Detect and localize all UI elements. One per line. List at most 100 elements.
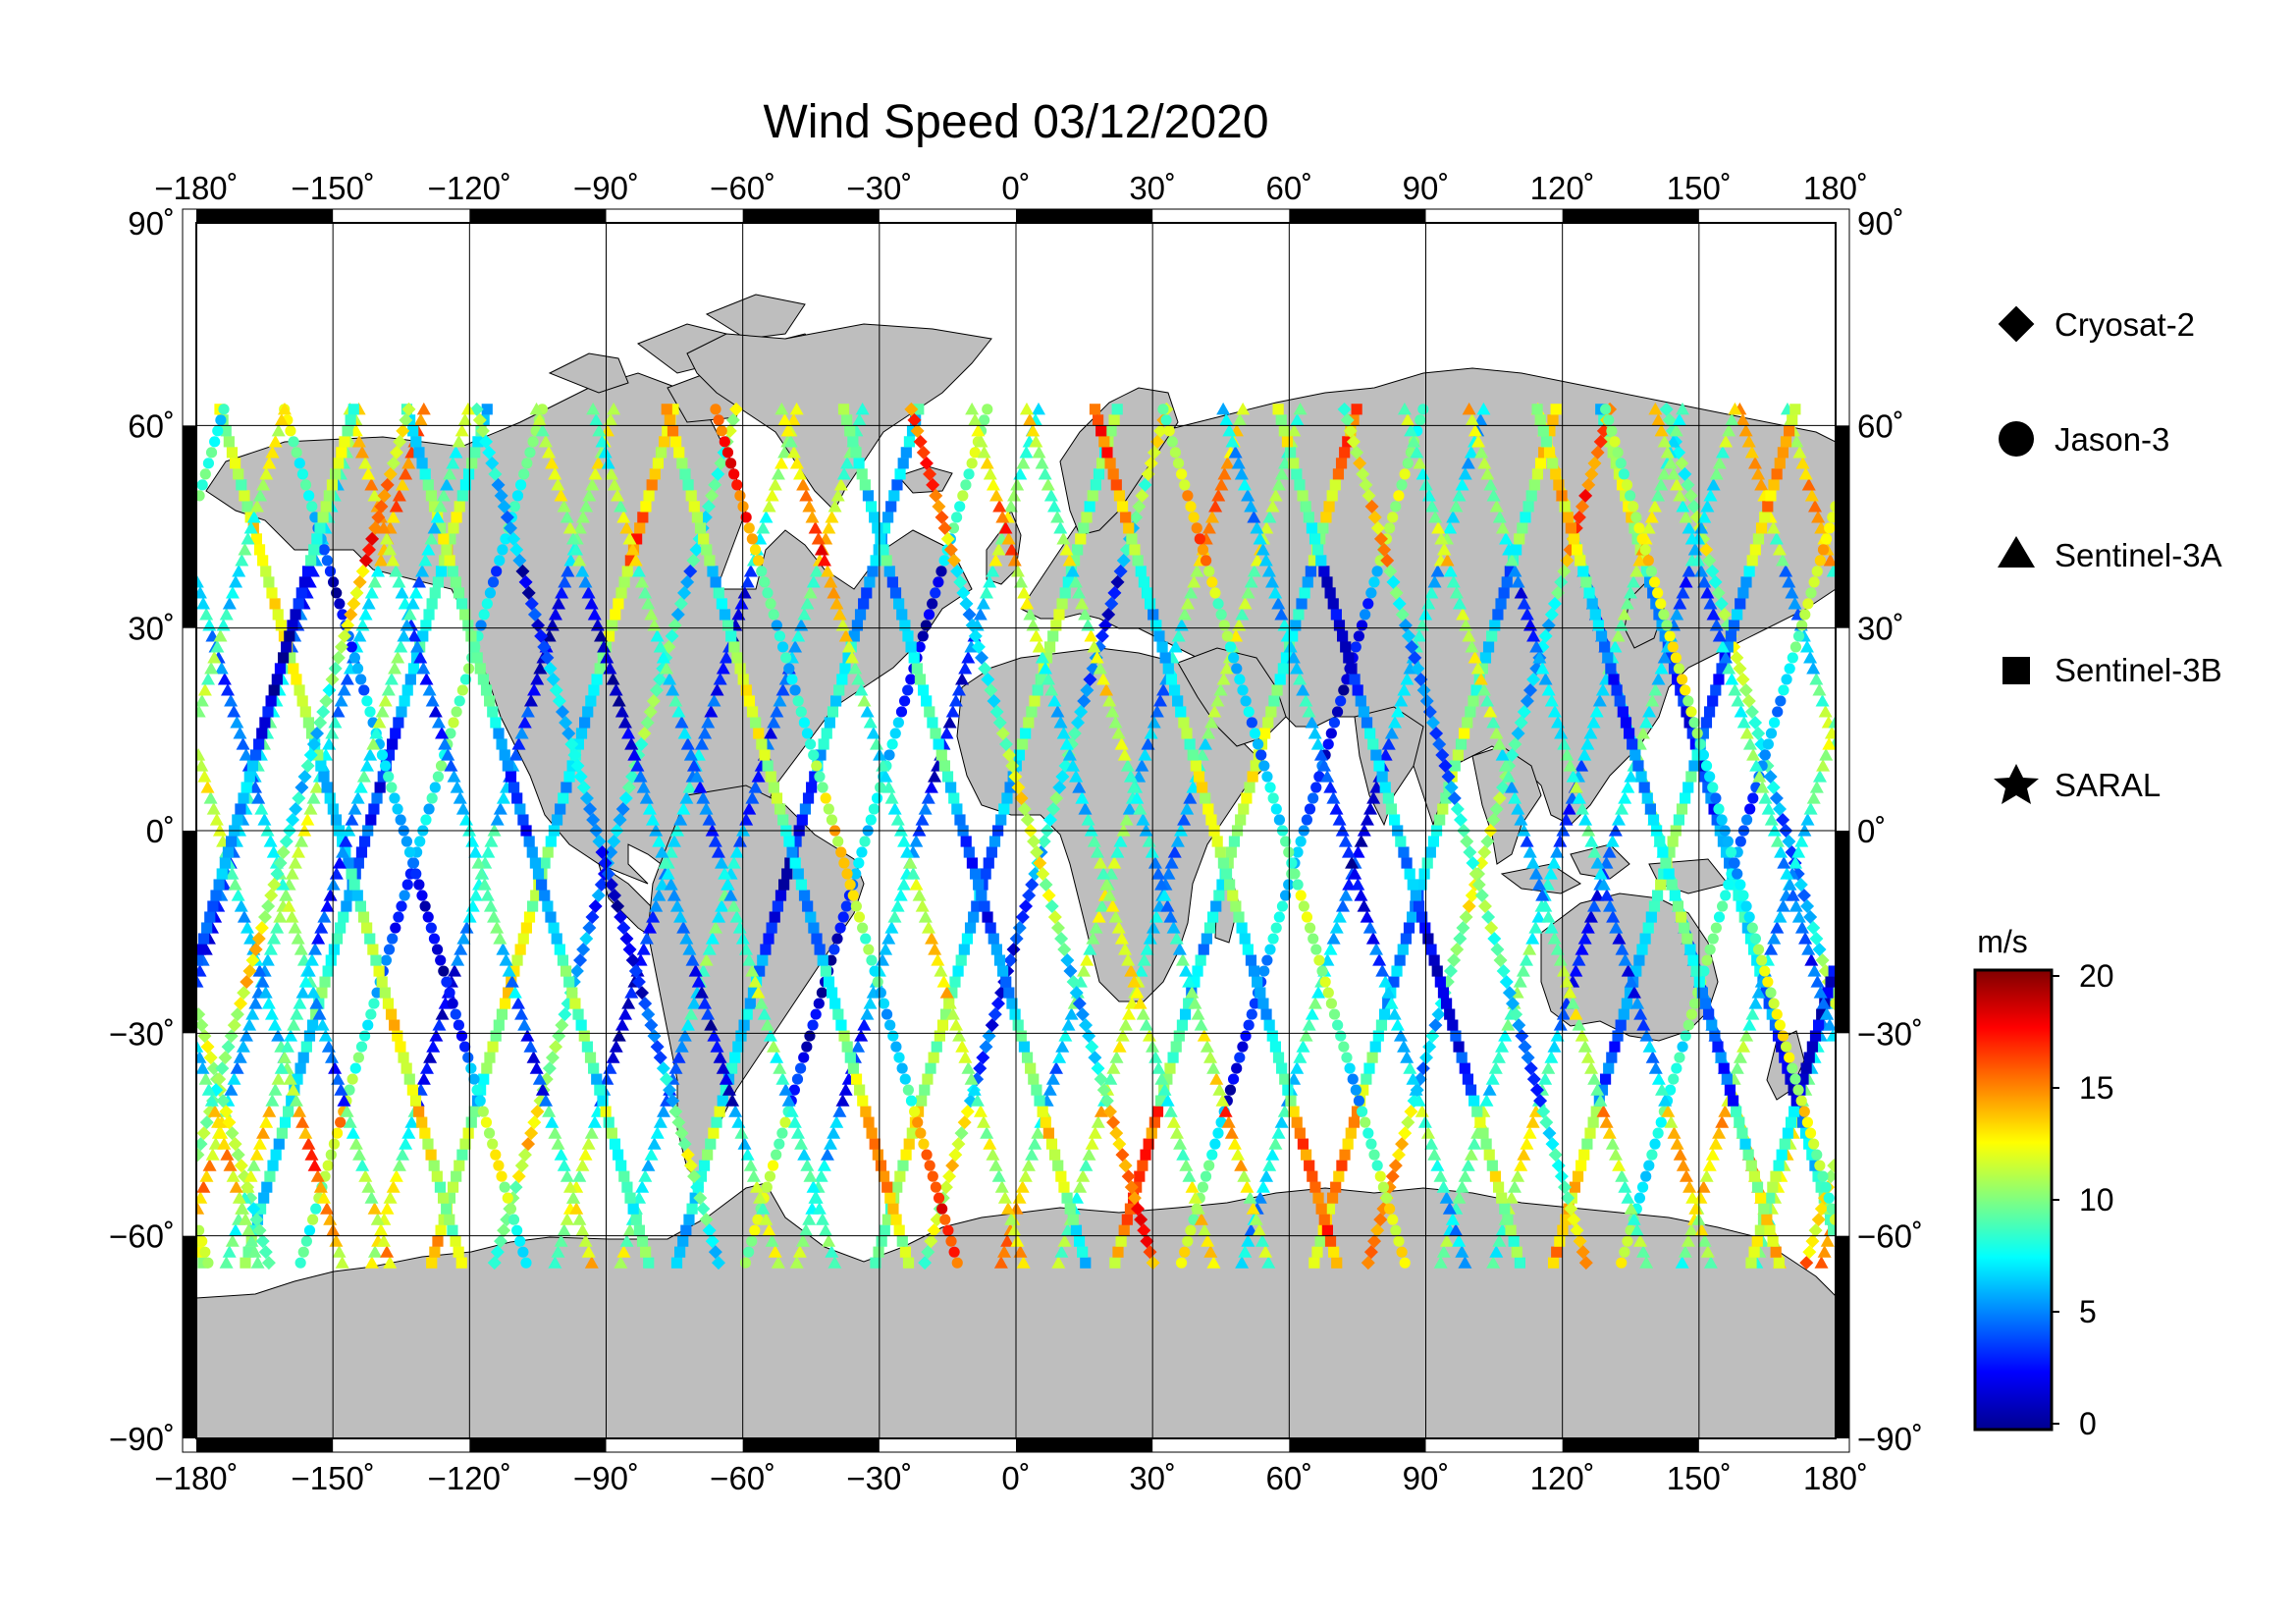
track-point — [975, 650, 989, 665]
track-point — [628, 553, 643, 567]
track-point — [246, 1159, 261, 1171]
track-point — [1606, 1052, 1618, 1063]
track-point — [1627, 986, 1641, 999]
track-point — [1745, 1007, 1760, 1020]
track-point — [1248, 965, 1260, 977]
track-point — [1283, 879, 1295, 891]
track-point — [1041, 672, 1056, 685]
track-point — [1065, 564, 1080, 577]
track-point — [446, 456, 460, 469]
track-point — [399, 466, 413, 480]
track-point — [835, 1019, 847, 1031]
track-point — [204, 911, 216, 923]
track-point — [1446, 574, 1461, 588]
track-point — [1309, 1181, 1321, 1193]
track-point — [1221, 630, 1234, 642]
track-point — [795, 1234, 810, 1247]
track-point — [705, 1234, 720, 1249]
track-point — [597, 639, 612, 653]
track-point — [631, 975, 646, 990]
track-point — [219, 607, 234, 621]
track-point — [1489, 499, 1504, 513]
track-point — [1068, 555, 1081, 567]
track-point — [433, 499, 448, 513]
track-point — [853, 458, 865, 469]
track-point — [1106, 1115, 1121, 1130]
track-point — [1798, 466, 1813, 480]
track-point — [253, 488, 268, 502]
track-point — [1443, 520, 1458, 534]
track-point — [798, 717, 810, 729]
map-grid — [195, 222, 1837, 1439]
track-point — [393, 911, 404, 923]
track-point — [1197, 1029, 1211, 1042]
track-point — [534, 628, 549, 643]
track-point — [1630, 965, 1642, 977]
track-point — [1176, 1148, 1191, 1161]
track-point — [798, 1052, 810, 1063]
track-point — [1575, 1245, 1590, 1260]
track-point — [551, 814, 563, 826]
track-point — [206, 1061, 221, 1076]
track-point — [607, 889, 621, 903]
track-point — [422, 479, 434, 491]
track-point — [1047, 499, 1062, 513]
track-point — [1752, 769, 1767, 783]
track-point — [503, 987, 514, 999]
track-point — [1810, 975, 1825, 988]
track-point — [291, 674, 302, 685]
track-point — [630, 758, 645, 772]
track-point — [1224, 879, 1236, 891]
track-point — [1041, 652, 1053, 664]
track-point — [1719, 650, 1734, 664]
track-point — [1075, 1007, 1090, 1022]
track-point — [989, 488, 1004, 502]
track-point — [1743, 911, 1755, 923]
track-point — [1651, 1072, 1666, 1085]
track-point — [1511, 1169, 1525, 1182]
track-point — [1590, 856, 1605, 869]
track-point — [306, 790, 321, 804]
track-point — [1520, 835, 1534, 847]
track-point — [1666, 434, 1681, 448]
track-point — [447, 998, 458, 1009]
track-point — [1798, 1106, 1810, 1117]
track-point — [1796, 620, 1808, 631]
track-point — [1563, 758, 1577, 772]
track-point — [320, 501, 332, 513]
track-point — [731, 479, 743, 491]
track-point — [480, 889, 495, 901]
track-point — [343, 1115, 357, 1128]
track-point — [1234, 674, 1246, 685]
track-point — [1075, 790, 1090, 804]
track-point — [847, 890, 859, 901]
track-point — [1670, 607, 1684, 621]
track-point — [1662, 412, 1677, 427]
track-point — [1766, 780, 1781, 794]
track-point — [266, 845, 281, 858]
track-point — [341, 618, 355, 632]
track-point — [1587, 456, 1602, 470]
track-point — [1124, 964, 1139, 977]
track-point — [335, 1256, 349, 1269]
track-point — [1018, 1041, 1031, 1053]
track-point — [1421, 857, 1433, 869]
track-point — [514, 726, 529, 739]
track-point — [1572, 953, 1586, 966]
track-point — [490, 1245, 505, 1260]
track-point — [1424, 846, 1436, 858]
track-point — [1593, 1094, 1608, 1107]
track-point — [693, 780, 708, 793]
track-point — [465, 835, 480, 847]
track-point — [493, 801, 507, 815]
track-point — [1028, 1073, 1040, 1085]
track-point — [931, 953, 945, 966]
land-southeast-asia — [1471, 745, 1729, 894]
track-point — [1652, 1127, 1664, 1139]
track-point — [611, 488, 625, 502]
track-point — [215, 1061, 230, 1076]
track-point — [229, 574, 243, 588]
track-point — [488, 466, 503, 481]
track-point — [1669, 890, 1681, 901]
track-point — [1357, 899, 1371, 912]
